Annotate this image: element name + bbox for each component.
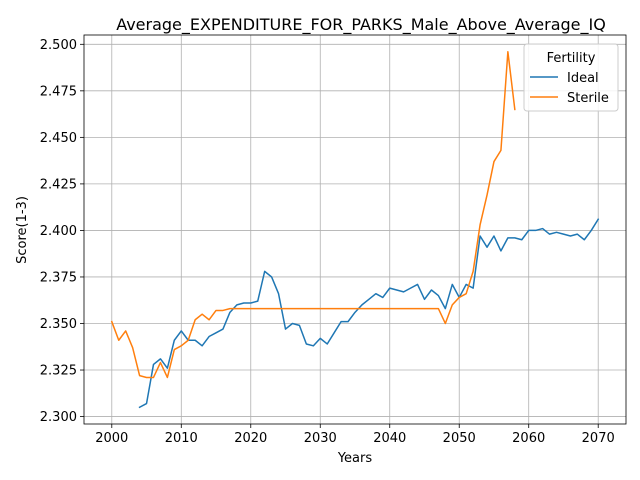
- y-tick-label: 2.450: [40, 131, 77, 146]
- y-tick-label: 2.425: [40, 177, 77, 192]
- plot-frame: [83, 34, 627, 425]
- x-tick-label: 2030: [304, 431, 337, 446]
- y-axis-title: Score(1-3): [15, 196, 30, 264]
- x-tick-label: 2000: [95, 431, 128, 446]
- y-tick-label: 2.300: [40, 410, 77, 425]
- series-layer: [110, 51, 600, 409]
- legend: Fertility Ideal Sterile: [523, 43, 619, 112]
- x-tick-label: 2040: [373, 431, 406, 446]
- y-tick-label: 2.400: [40, 224, 77, 239]
- y-tick-label: 2.375: [40, 270, 77, 285]
- legend-box: [523, 43, 619, 112]
- series-line-sterile: [110, 51, 516, 379]
- x-tick-label: 2050: [443, 431, 476, 446]
- y-tick-label: 2.475: [40, 84, 77, 99]
- y-tick-label: 2.500: [40, 38, 77, 53]
- legend-label-ideal: Ideal: [567, 71, 599, 86]
- y-tick-label: 2.350: [40, 317, 77, 332]
- x-tick-label: 2060: [512, 431, 545, 446]
- x-tick-label: 2010: [165, 431, 198, 446]
- x-tick-label: 2070: [582, 431, 615, 446]
- x-axis: 2000 2010 2020 2030 2040 2050 2060 2070: [95, 424, 615, 446]
- x-tick-label: 2020: [234, 431, 267, 446]
- legend-label-sterile: Sterile: [567, 91, 609, 106]
- chart-title: Average_EXPENDITURE_FOR_PARKS_Male_Above…: [116, 15, 606, 35]
- y-tick-label: 2.325: [40, 364, 77, 379]
- y-axis: 2.300 2.325 2.350 2.375 2.400 2.425 2.450 2.475…: [40, 38, 84, 425]
- legend-title: Fertility: [547, 51, 596, 66]
- series-line-ideal: [138, 218, 600, 409]
- x-axis-title: Years: [337, 451, 373, 466]
